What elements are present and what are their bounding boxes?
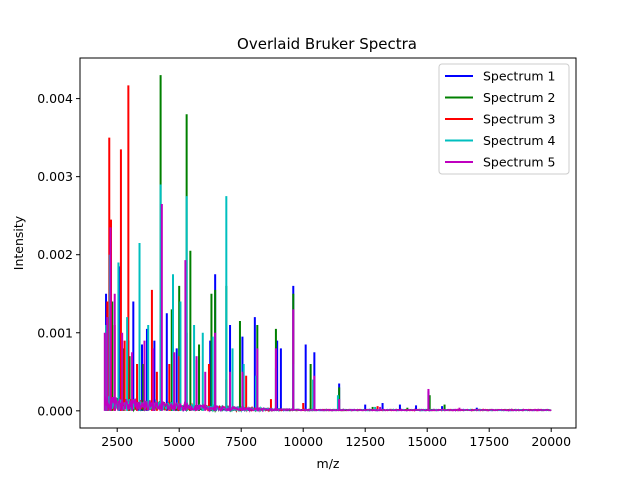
x-axis-label: m/z (317, 456, 340, 471)
x-tick-label: 12500 (345, 434, 385, 449)
y-axis-label: Intensity (11, 215, 26, 270)
series-baseline (104, 396, 552, 413)
legend-label: Spectrum 1 (483, 69, 556, 84)
chart-title: Overlaid Bruker Spectra (237, 35, 417, 53)
legend-frame (438, 63, 570, 175)
series-5 (103, 203, 552, 413)
y-tick-label: 0.001 (37, 325, 73, 340)
y-tick-label: 0.004 (37, 91, 73, 106)
legend-label: Spectrum 3 (483, 112, 556, 127)
x-tick-label: 2500 (101, 434, 133, 449)
x-tick-label: 20000 (531, 434, 571, 449)
plot-series (103, 75, 552, 413)
x-tick-label: 7500 (225, 434, 257, 449)
y-tick-label: 0.002 (37, 247, 73, 262)
y-tick-label: 0.000 (37, 403, 73, 418)
legend-label: Spectrum 2 (483, 90, 556, 105)
x-tick-label: 5000 (163, 434, 195, 449)
y-tick-label: 0.003 (37, 169, 73, 184)
x-tick-label: 10000 (283, 434, 323, 449)
legend-label: Spectrum 4 (483, 133, 556, 148)
legend: Spectrum 1 Spectrum 2 Spectrum 3 Spectrum 4… (438, 63, 570, 175)
plot-frame (79, 57, 577, 429)
x-tick-label: 17500 (469, 434, 509, 449)
y-axis: 0.000 0.001 0.002 0.003 0.004 (37, 91, 80, 418)
legend-label: Spectrum 5 (483, 155, 556, 170)
x-axis: 2500 5000 7500 10000 12500 15000 17500 20000 (101, 428, 571, 449)
x-tick-label: 15000 (407, 434, 447, 449)
